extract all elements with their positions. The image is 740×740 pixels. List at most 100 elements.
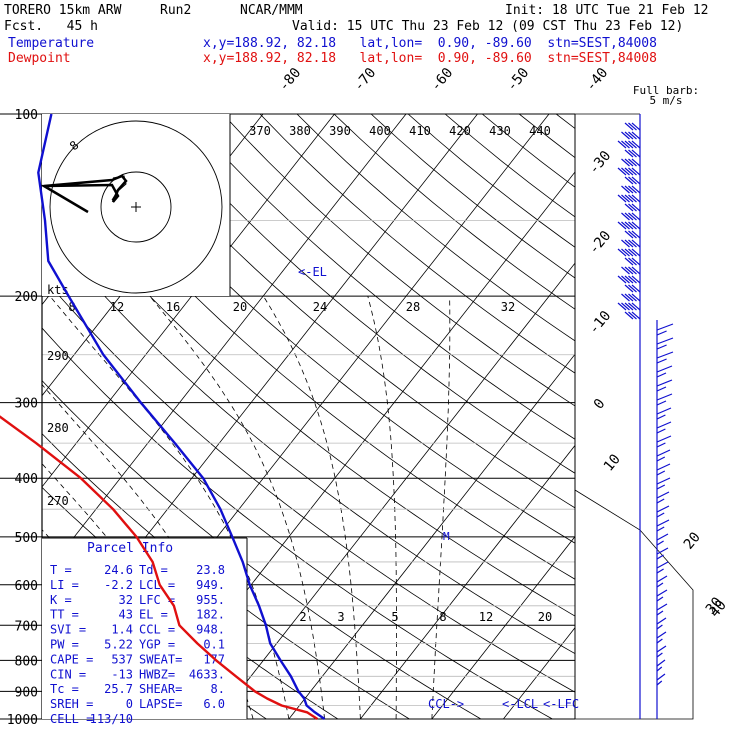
wind-barb xyxy=(656,407,672,420)
parcel-info-value: 4633. xyxy=(189,667,225,681)
pressure-label-1000: 1000 xyxy=(7,713,38,728)
el-label: <-EL xyxy=(298,265,327,279)
mixing-ratio-label: 8 xyxy=(68,300,75,314)
mixing-ratio-label: 16 xyxy=(166,300,180,314)
init-time: Init: 18 UTC Tue 21 Feb 12 xyxy=(505,3,709,18)
temperature-tick-label: -50 xyxy=(504,65,533,95)
wind-barb xyxy=(656,673,666,686)
wind-barb xyxy=(656,589,668,602)
mixing-ratio-label: 20 xyxy=(233,300,247,314)
pressure-label-400: 400 xyxy=(15,472,38,487)
parcel-info-label: CCL = xyxy=(139,623,175,637)
wind-barb xyxy=(621,266,641,275)
pressure-label-700: 700 xyxy=(15,619,38,634)
dry-adiabat xyxy=(593,114,740,719)
dry-adiabat-label: 290 xyxy=(47,349,69,363)
wind-barb xyxy=(617,194,641,203)
moist-adiabat xyxy=(431,296,451,719)
parcel-info-value: -2.2 xyxy=(104,578,133,592)
isotherm xyxy=(360,444,575,719)
dry-adiabat-label: 280 xyxy=(47,421,69,435)
hodograph-center-icon xyxy=(131,202,141,212)
pressure-label-200: 200 xyxy=(15,290,38,305)
parcel-info-value: 43 xyxy=(119,608,133,622)
mixing-ratio-label: 28 xyxy=(406,300,420,314)
temperature-tick-label: 10 xyxy=(601,451,624,474)
parcel-info-label: LCL = xyxy=(139,578,175,592)
theta-label: 370 xyxy=(249,124,271,138)
wind-barb xyxy=(656,379,673,392)
wind-barb xyxy=(656,323,674,336)
dry-adiabat xyxy=(555,114,575,129)
valid-time: Valid: 15 UTC Thu 23 Feb 12 (09 CST Thu … xyxy=(292,19,684,34)
parcel-info-title: Parcel Info xyxy=(87,541,173,556)
wind-barb xyxy=(656,645,667,658)
theta-label: 420 xyxy=(449,124,471,138)
mixing-ratio-label: 3 xyxy=(337,610,344,624)
dry-adiabat xyxy=(667,114,740,719)
temperature-tick-label: -20 xyxy=(586,228,615,258)
parcel-info-panel xyxy=(42,538,247,719)
wind-barb xyxy=(656,421,672,434)
parcel-info-value: 24.6 xyxy=(104,563,133,577)
wind-barb xyxy=(624,149,641,158)
wind-barb xyxy=(656,337,674,350)
temperature-tick-label: -80 xyxy=(276,65,305,95)
barb-key-value: 5 m/s xyxy=(649,94,682,107)
wind-barb xyxy=(656,365,673,378)
dry-adiabat-label: 270 xyxy=(47,494,69,508)
dry-adiabat xyxy=(630,114,740,719)
parcel-info-value: 949. xyxy=(196,578,225,592)
wind-barb xyxy=(656,477,671,490)
temperature-tick-label: -10 xyxy=(586,308,615,338)
barb-key-title: Full barb: xyxy=(633,84,699,97)
isotherm xyxy=(42,114,407,579)
theta-label: 400 xyxy=(369,124,391,138)
wind-barb xyxy=(624,284,641,293)
wind-barb xyxy=(656,631,667,644)
parcel-info-value: 182. xyxy=(196,608,225,622)
wind-barb xyxy=(656,547,669,560)
run-label: Run2 xyxy=(160,3,192,18)
wind-barb xyxy=(656,617,667,630)
forecast-hour: Fcst. 45 h xyxy=(4,19,98,34)
mixing-ratio-label: 12 xyxy=(110,300,124,314)
isotherm xyxy=(288,353,575,719)
wind-barb xyxy=(621,212,641,221)
pressure-label-900: 900 xyxy=(15,685,38,700)
hodograph-trace-detail xyxy=(111,175,127,201)
temperature-tick-label: -40 xyxy=(583,65,612,95)
parcel-info-label: SREH = xyxy=(50,697,93,711)
parcel-info-value: 948. xyxy=(196,623,225,637)
wind-barb xyxy=(656,533,669,546)
mixing-ratio-label: 8 xyxy=(439,610,446,624)
wind-barb xyxy=(617,275,641,284)
wind-barb xyxy=(656,351,674,364)
wind-barb xyxy=(624,176,641,185)
isotherm xyxy=(42,114,335,488)
parcel-info-value: 6.0 xyxy=(203,697,225,711)
theta-label: 380 xyxy=(289,124,311,138)
parcel-info-label: LAPSE= xyxy=(139,697,182,711)
wind-barb xyxy=(656,561,669,574)
parcel-info-label: EL = xyxy=(139,608,168,622)
wind-barb xyxy=(656,505,670,518)
parcel-info-value: 0.1 xyxy=(203,638,225,652)
wind-barb xyxy=(617,302,641,311)
ccl-label: CCL-> xyxy=(428,697,464,711)
temperature-tick-label: 0 xyxy=(591,396,609,413)
parcel-info-label: K = xyxy=(50,593,72,607)
parcel-info-label: Td = xyxy=(139,563,168,577)
parcel-info-value: 8. xyxy=(211,682,225,696)
parcel-info-value: 5.22 xyxy=(104,638,133,652)
dewpoint-location: x,y=188.92, 82.18 lat,lon= 0.90, -89.60 … xyxy=(203,51,657,66)
wind-barb xyxy=(656,463,671,476)
wind-barb xyxy=(656,659,666,672)
parcel-info-value: 25.7 xyxy=(104,682,133,696)
pressure-label-100: 100 xyxy=(15,108,38,123)
theta-label: 430 xyxy=(489,124,511,138)
temperature-tick-label: -70 xyxy=(351,65,380,95)
wind-barb xyxy=(624,203,641,212)
parcel-info-label: Tc = xyxy=(50,682,79,696)
